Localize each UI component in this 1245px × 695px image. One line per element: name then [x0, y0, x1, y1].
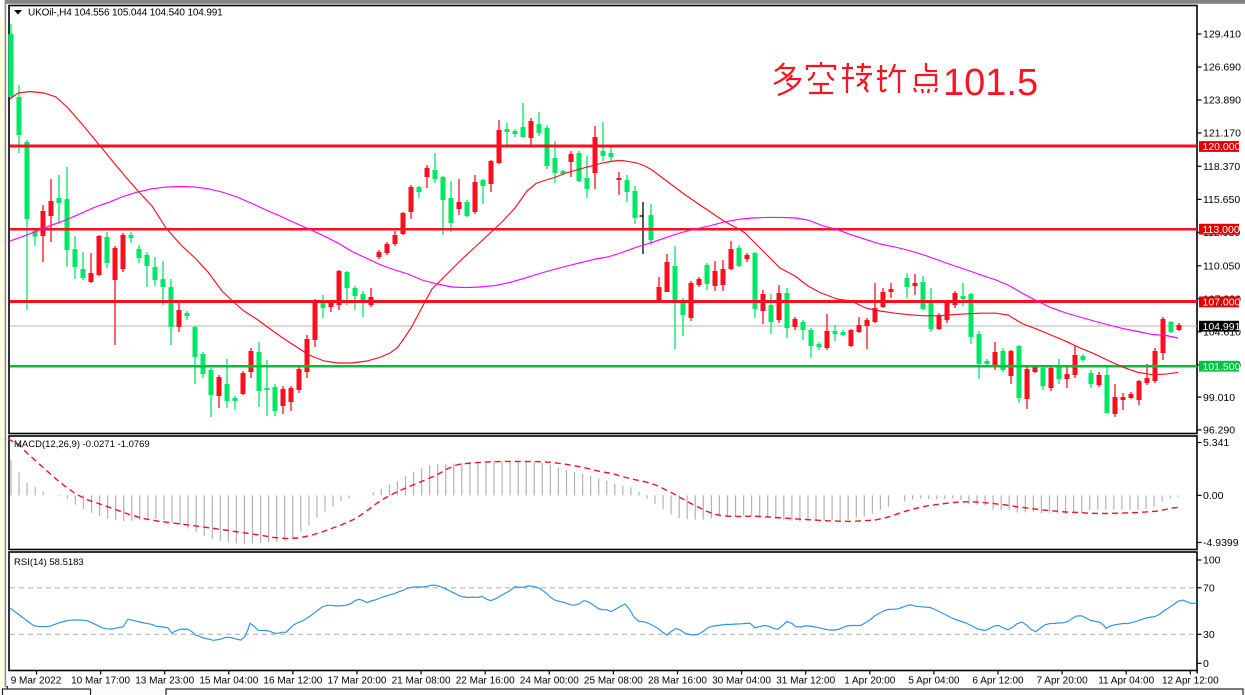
svg-text:12 Apr 12:00: 12 Apr 12:00	[1162, 676, 1219, 687]
svg-text:30: 30	[1203, 629, 1215, 641]
svg-text:13 Mar 23:00: 13 Mar 23:00	[135, 676, 194, 687]
svg-text:-4.9399: -4.9399	[1203, 537, 1239, 549]
svg-text:28 Mar 16:00: 28 Mar 16:00	[648, 676, 707, 687]
svg-text:16 Mar 12:00: 16 Mar 12:00	[263, 676, 322, 687]
svg-text:123.890: 123.890	[1203, 95, 1241, 107]
svg-text:5 Apr 04:00: 5 Apr 04:00	[908, 676, 960, 687]
svg-text:129.410: 129.410	[1203, 29, 1241, 41]
svg-text:120.000: 120.000	[1203, 141, 1241, 153]
svg-text:118.370: 118.370	[1203, 161, 1240, 173]
svg-text:113.000: 113.000	[1203, 224, 1240, 236]
svg-text:115.650: 115.650	[1203, 194, 1240, 206]
svg-text:UKOil-,H4 104.556 105.044 104: UKOil-,H4 104.556 105.044 104.540 104.99…	[28, 8, 223, 19]
svg-text:126.690: 126.690	[1203, 62, 1241, 74]
svg-text:RSI(14) 58.5183: RSI(14) 58.5183	[14, 557, 84, 568]
svg-text:104.991: 104.991	[1203, 321, 1241, 333]
svg-text:0: 0	[1203, 658, 1209, 670]
svg-text:22 Mar 16:00: 22 Mar 16:00	[456, 676, 515, 687]
svg-text:25 Mar 08:00: 25 Mar 08:00	[584, 676, 643, 687]
svg-text:9 Mar 2022: 9 Mar 2022	[11, 676, 62, 687]
svg-text:99.010: 99.010	[1203, 392, 1235, 404]
svg-text:5.341: 5.341	[1203, 437, 1229, 449]
svg-text:31 Mar 12:00: 31 Mar 12:00	[776, 676, 835, 687]
svg-text:10 Mar 17:00: 10 Mar 17:00	[71, 676, 130, 687]
svg-text:1 Apr 20:00: 1 Apr 20:00	[844, 676, 896, 687]
svg-text:24 Mar 00:00: 24 Mar 00:00	[520, 676, 579, 687]
svg-text:96.290: 96.290	[1203, 425, 1235, 437]
svg-text:100: 100	[1203, 555, 1221, 567]
svg-text:121.170: 121.170	[1203, 128, 1241, 140]
svg-text:70: 70	[1203, 583, 1215, 595]
svg-text:7 Apr 20:00: 7 Apr 20:00	[1037, 676, 1089, 687]
svg-text:101.5: 101.5	[943, 62, 1038, 104]
svg-text:21 Mar 08:00: 21 Mar 08:00	[392, 676, 451, 687]
svg-text:101.500: 101.500	[1203, 361, 1241, 373]
svg-text:0.00: 0.00	[1203, 490, 1224, 502]
svg-text:MACD(12,26,9) -0.0271 -1.0769: MACD(12,26,9) -0.0271 -1.0769	[14, 439, 150, 450]
svg-text:15 Mar 04:00: 15 Mar 04:00	[199, 676, 258, 687]
svg-text:17 Mar 20:00: 17 Mar 20:00	[328, 676, 387, 687]
svg-text:110.050: 110.050	[1203, 261, 1240, 273]
svg-text:6 Apr 12:00: 6 Apr 12:00	[972, 676, 1024, 687]
svg-text:30 Mar 04:00: 30 Mar 04:00	[712, 676, 771, 687]
svg-text:11 Apr 04:00: 11 Apr 04:00	[1098, 676, 1154, 687]
svg-text:107.000: 107.000	[1203, 297, 1241, 309]
